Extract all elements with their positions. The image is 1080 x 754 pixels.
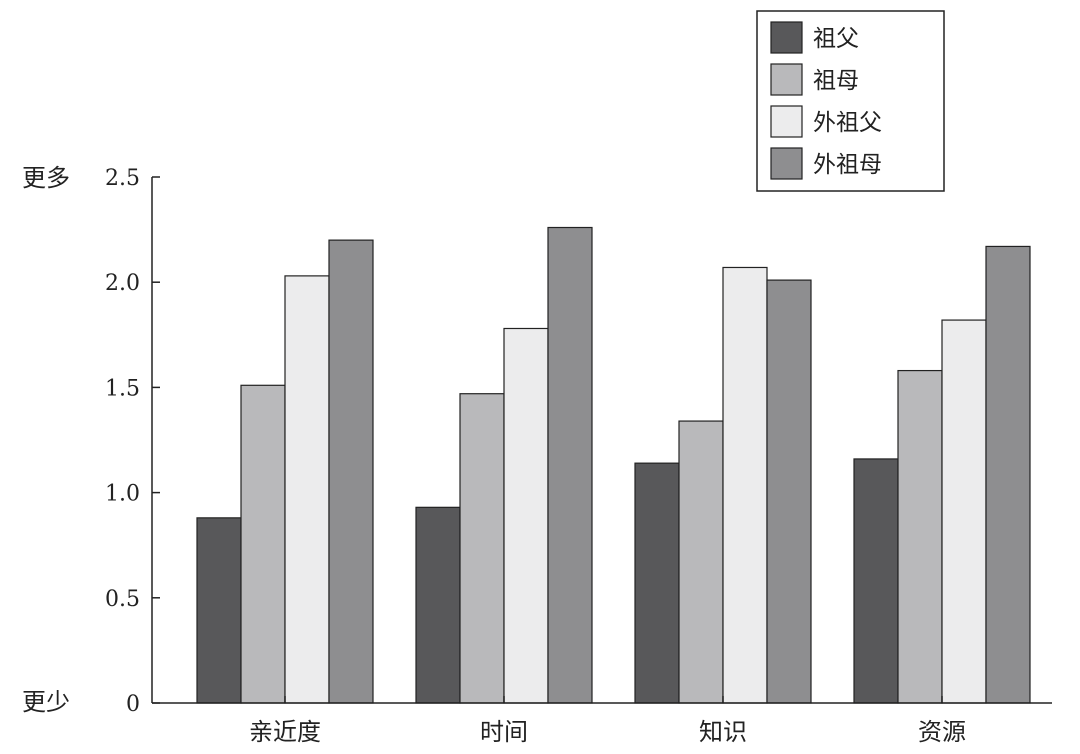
y-tick-label: 1.0 bbox=[105, 482, 140, 507]
y-bottom-label: 更少 bbox=[22, 688, 70, 716]
bar bbox=[853, 458, 899, 704]
y-tick-label: 0.5 bbox=[105, 587, 140, 612]
legend-label: 祖父 bbox=[813, 26, 859, 52]
bar bbox=[459, 393, 505, 704]
bar bbox=[328, 239, 374, 704]
bar bbox=[985, 245, 1031, 704]
bar bbox=[284, 275, 330, 704]
legend-label: 外祖母 bbox=[813, 152, 882, 178]
y-ticks-group: 0 0.5 1.0 1.5 2.0 2.5 bbox=[105, 166, 160, 717]
x-tick-label: 知识 bbox=[699, 718, 747, 746]
y-tick-label: 2.5 bbox=[105, 166, 140, 191]
bar bbox=[941, 319, 987, 704]
bar bbox=[678, 420, 724, 704]
bar bbox=[634, 462, 680, 704]
bar bbox=[503, 327, 549, 704]
legend-label: 祖母 bbox=[813, 68, 859, 94]
legend-label: 外祖父 bbox=[813, 110, 882, 136]
bars-group bbox=[196, 226, 1031, 704]
legend-swatch bbox=[770, 105, 803, 138]
bar bbox=[722, 266, 768, 704]
bar bbox=[196, 517, 242, 704]
legend-swatch bbox=[770, 21, 803, 54]
bar bbox=[766, 279, 812, 704]
legend-swatch bbox=[770, 147, 803, 180]
y-tick-label: 0 bbox=[126, 692, 140, 717]
x-tick-label: 资源 bbox=[918, 718, 966, 746]
bar bbox=[547, 226, 593, 704]
y-tick-label: 1.5 bbox=[105, 376, 140, 401]
bar bbox=[415, 506, 461, 704]
bar bbox=[897, 369, 943, 704]
y-top-label: 更多 bbox=[22, 164, 70, 192]
x-tick-label: 亲近度 bbox=[249, 718, 321, 746]
axes-group bbox=[151, 177, 1052, 704]
legend-swatch bbox=[770, 63, 803, 96]
y-tick-label: 2.0 bbox=[105, 271, 140, 296]
category-labels-group: 亲近度 时间 知识 资源 bbox=[249, 696, 966, 746]
bar bbox=[240, 384, 286, 704]
x-tick-label: 时间 bbox=[480, 718, 528, 746]
